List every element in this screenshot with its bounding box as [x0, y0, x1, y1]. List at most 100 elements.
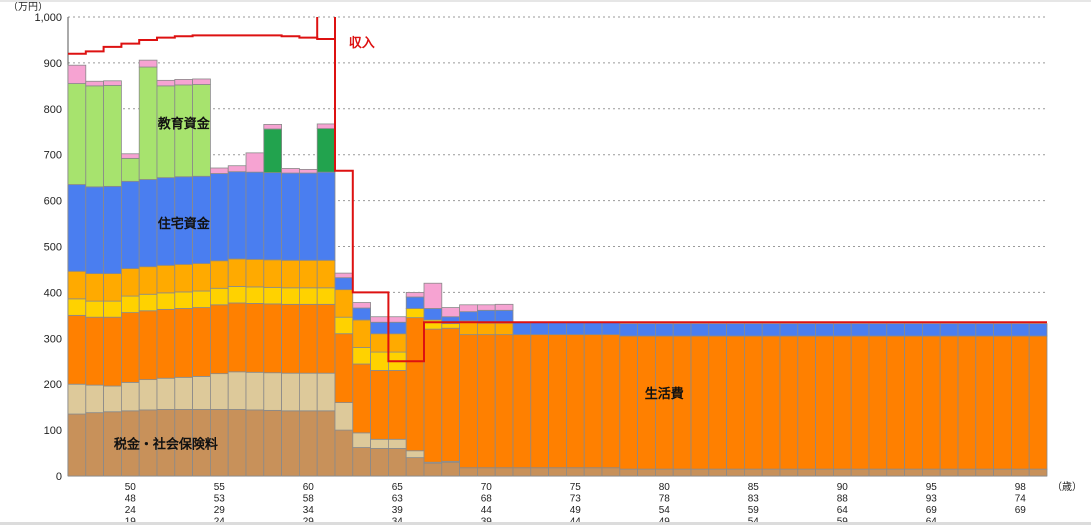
bar-segment-housing	[833, 323, 852, 337]
bar-segment-living	[209, 304, 229, 375]
bar-segment-amber	[281, 259, 300, 289]
x-axis-unit-label: （歳）	[1052, 481, 1082, 493]
bar-segment-living	[868, 335, 888, 470]
bar-segment-tax	[1011, 468, 1030, 477]
bar-segment-living	[1011, 335, 1030, 470]
bar-segment-yellow	[370, 351, 389, 371]
bar-segment-living	[655, 335, 674, 470]
x-tick-label: 34	[303, 505, 315, 516]
bar-segment-education	[85, 85, 105, 188]
bar-segment-amber	[227, 258, 247, 287]
bar-segment-tax	[85, 412, 105, 477]
bar-segment-education	[103, 84, 122, 187]
bar-segment-housing	[1011, 323, 1030, 337]
bar-segment-living	[708, 335, 727, 470]
bar-segment-yellow	[263, 286, 282, 305]
bar-segment-living	[67, 314, 87, 385]
bar-segment-tax	[441, 461, 460, 477]
y-tick-label: 700	[44, 150, 62, 162]
bar-segment-housing	[121, 180, 140, 269]
bar-segment-tax	[957, 468, 977, 477]
bar-segment-pink	[85, 80, 105, 87]
bar-segment-pink	[405, 291, 425, 298]
bar-segment-housing	[939, 323, 959, 337]
bar-segment-beige	[316, 372, 336, 412]
bar-segment-beige	[352, 432, 371, 448]
bar-segment-tax	[637, 468, 656, 477]
bar-segment-amber	[192, 263, 211, 292]
x-tick-label: 69	[926, 505, 938, 516]
bar-segment-housing	[566, 321, 585, 336]
bar-segment-housing	[583, 321, 603, 336]
bar-segment-housing	[281, 172, 300, 261]
bar-segment-living	[779, 335, 799, 470]
bar-segment-amber	[67, 270, 87, 300]
y-tick-label: 0	[56, 471, 62, 483]
bar-segment-tax	[619, 468, 638, 477]
bar-segment-tax	[298, 410, 318, 477]
x-tick-label: 68	[481, 494, 493, 505]
x-tick-label: 29	[214, 505, 226, 516]
bar-segment-tax	[423, 462, 443, 477]
bar-segment-yellow	[85, 300, 105, 318]
bar-segment-housing	[103, 185, 122, 274]
bar-segment-tax	[779, 468, 799, 477]
x-tick-label: 93	[926, 494, 938, 505]
bar-segment-living	[192, 307, 211, 377]
y-tick-label: 100	[44, 425, 62, 437]
bar-segment-living	[441, 327, 460, 462]
bar-segment-tax	[886, 468, 905, 477]
x-tick-label: 90	[837, 482, 849, 493]
x-tick-label: 55	[214, 482, 226, 493]
bar-segment-living	[298, 303, 318, 374]
bar-segment-yellow	[67, 298, 87, 316]
x-tick-label: 85	[748, 482, 760, 493]
bar-segment-housing	[922, 323, 941, 337]
bar-segment-housing	[67, 184, 87, 272]
bar-segment-tax	[815, 468, 834, 477]
bar-segment-beige	[156, 377, 176, 410]
bar-segment-housing	[494, 309, 514, 324]
bar-segment-housing	[726, 323, 745, 337]
bar-segment-housing	[744, 323, 763, 337]
bar-segment-amber	[298, 259, 318, 289]
x-tick-label: 53	[214, 494, 226, 505]
bar-segment-yellow	[227, 286, 247, 304]
x-tick-label: 24	[125, 505, 137, 516]
bar-segment-tax	[655, 468, 674, 477]
bar-segment-housing	[316, 171, 336, 261]
bar-segment-beige	[192, 375, 211, 410]
bar-segment-housing	[850, 323, 870, 337]
bar-segment-pink	[156, 79, 176, 87]
bar-segment-pink	[370, 316, 389, 323]
bar-segment-housing	[298, 172, 318, 261]
bar-segment-housing	[797, 323, 816, 337]
bar-segment-living	[85, 316, 105, 386]
bar-segment-tax	[405, 457, 425, 477]
bar-segment-living	[975, 335, 994, 470]
bar-segment-yellow	[245, 286, 265, 304]
bar-segment-yellow	[121, 295, 140, 313]
bar-segment-living	[387, 370, 407, 440]
bar-segment-darkgreen	[316, 128, 336, 173]
bar-segment-pink	[263, 124, 282, 130]
bar-segment-amber	[174, 263, 194, 293]
bar-segment-living	[957, 335, 977, 470]
bar-segment-amber	[476, 322, 496, 336]
bar-segment-amber	[316, 259, 336, 289]
bar-segment-living	[121, 312, 140, 383]
bar-segment-housing	[423, 308, 443, 321]
bar-segment-tax	[512, 467, 532, 477]
bar-segment-pink	[192, 78, 211, 85]
bar-segment-education	[121, 157, 140, 182]
x-tick-label: 54	[659, 505, 671, 516]
bar-segment-housing	[708, 323, 727, 337]
bar-segment-living	[797, 335, 816, 470]
bar-segment-housing	[548, 321, 567, 336]
bar-segment-living	[459, 334, 478, 469]
bar-segment-living	[922, 335, 941, 470]
bar-segment-beige	[245, 371, 265, 411]
bar-segment-housing	[476, 309, 496, 324]
bar-segment-amber	[334, 289, 354, 318]
